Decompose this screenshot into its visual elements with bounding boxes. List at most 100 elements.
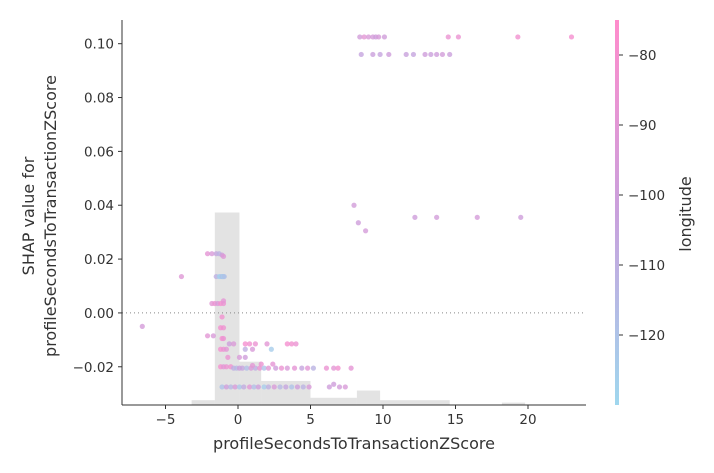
- scatter-point-34: [284, 341, 290, 347]
- histogram-bar-0: [191, 400, 215, 405]
- scatter-point-115: [370, 51, 376, 58]
- scatter-point-29: [231, 341, 237, 347]
- scatter-point-105: [365, 34, 372, 40]
- scatter-point-14: [221, 273, 227, 280]
- scatter-point-103: [357, 34, 363, 40]
- scatter-point-72: [270, 361, 276, 367]
- scatter-point-62: [284, 365, 290, 371]
- scatter-point-93: [336, 384, 343, 390]
- scatter-point-28: [226, 341, 232, 347]
- scatter-point-73: [249, 362, 256, 369]
- scatter-point-81: [251, 384, 257, 390]
- scatter-point-92: [326, 384, 332, 390]
- scatter-point-89: [294, 384, 301, 390]
- scatter-point-27: [220, 335, 227, 342]
- scatter-point-90: [300, 384, 306, 390]
- x-axis-ticks: −5 0 5 10 15 20: [156, 405, 537, 428]
- y-axis-label: SHAP value for profileSecondsToTransacti…: [19, 75, 60, 357]
- y-tick-label: −0.02: [73, 360, 114, 376]
- scatter-point-45: [242, 354, 248, 360]
- scatter-point-119: [410, 51, 417, 58]
- histogram-bar-6: [380, 400, 450, 405]
- histogram-bar-5: [356, 390, 381, 405]
- scatter-point-91: [306, 384, 312, 390]
- scatter-point-120: [422, 51, 428, 58]
- y-axis-label-line-1: SHAP value for: [19, 156, 38, 275]
- colorbar-tick-label: −110: [628, 258, 665, 274]
- scatter-point-33: [264, 341, 270, 347]
- scatter-point-39: [223, 346, 229, 352]
- scatter-point-71: [258, 361, 264, 367]
- y-tick-label: 0.10: [84, 37, 114, 53]
- scatter-point-87: [283, 384, 289, 390]
- y-axis-label-line-2: profileSecondsToTransactionZScore: [41, 75, 60, 357]
- scatter-point-68: [331, 365, 337, 371]
- scatter-point-99: [412, 214, 418, 220]
- scatter-point-104: [361, 34, 367, 40]
- colorbar-tick-label: −80: [628, 48, 657, 64]
- scatter-point-95: [331, 381, 337, 387]
- scatter-point-59: [265, 365, 272, 371]
- y-tick-label: 0.08: [84, 91, 114, 107]
- scatter-point-75: [223, 384, 229, 390]
- x-tick-label: 15: [447, 412, 464, 428]
- scatter-point-69: [335, 365, 341, 371]
- scatter-point-82: [255, 384, 261, 390]
- scatter-point-43: [225, 354, 231, 360]
- scatter-point-36: [293, 341, 299, 347]
- scatter-point-41: [249, 346, 256, 352]
- scatter-point-112: [515, 34, 521, 40]
- scatter-point-61: [278, 365, 285, 371]
- scatter-point-79: [241, 384, 247, 390]
- scatter-point-32: [252, 341, 258, 347]
- scatter-point-117: [386, 51, 392, 58]
- scatter-point-102: [518, 214, 524, 220]
- scatter-point-110: [445, 34, 451, 40]
- scatter-point-77: [232, 384, 238, 390]
- scatter-point-35: [289, 341, 295, 347]
- x-axis-label: profileSecondsToTransactionZScore: [213, 434, 495, 453]
- histogram: [191, 212, 526, 405]
- histogram-bar-2: [239, 361, 262, 405]
- scatter-point-57: [257, 365, 263, 371]
- scatter-point-66: [310, 365, 316, 371]
- x-tick-label: −5: [156, 412, 176, 428]
- scatter-point-118: [403, 51, 409, 58]
- scatter-point-1: [178, 273, 185, 280]
- scatter-point-121: [428, 51, 434, 58]
- scatter-point-108: [376, 34, 382, 40]
- scatter-point-21: [219, 314, 225, 320]
- y-axis-ticks: −0.02 0.00 0.02 0.04 0.06 0.08 0.10: [73, 37, 122, 376]
- colorbar-label: longitude: [676, 176, 695, 251]
- scatter-point-100: [434, 214, 440, 220]
- x-tick-label: 20: [519, 412, 536, 428]
- scatter-point-65: [305, 365, 311, 371]
- scatter-point-2: [204, 251, 211, 257]
- scatter-point-0: [139, 323, 145, 329]
- scatter-point-85: [271, 384, 277, 390]
- scatter-point-111: [455, 34, 461, 40]
- scatter-points: [139, 34, 575, 390]
- scatter-point-97: [355, 220, 361, 226]
- x-tick-label: 5: [306, 412, 315, 428]
- scatter-point-83: [261, 384, 267, 390]
- scatter-point-101: [474, 214, 480, 220]
- scatter-point-63: [291, 365, 298, 371]
- y-tick-label: 0.02: [84, 252, 114, 268]
- scatter-point-86: [277, 384, 283, 390]
- scatter-point-23: [218, 325, 224, 331]
- scatter-point-7: [220, 253, 227, 259]
- scatter-point-40: [242, 346, 248, 352]
- scatter-point-64: [299, 365, 305, 371]
- scatter-point-70: [348, 365, 354, 371]
- scatter-point-74: [219, 384, 225, 390]
- y-tick-label: 0.00: [84, 306, 114, 322]
- scatter-point-44: [236, 354, 243, 360]
- colorbar-tick-label: −100: [628, 188, 665, 204]
- scatter-point-94: [342, 384, 348, 390]
- histogram-bar-7: [501, 402, 526, 405]
- scatter-point-123: [439, 51, 446, 58]
- scatter-point-96: [351, 202, 357, 208]
- scatter-point-98: [363, 228, 369, 234]
